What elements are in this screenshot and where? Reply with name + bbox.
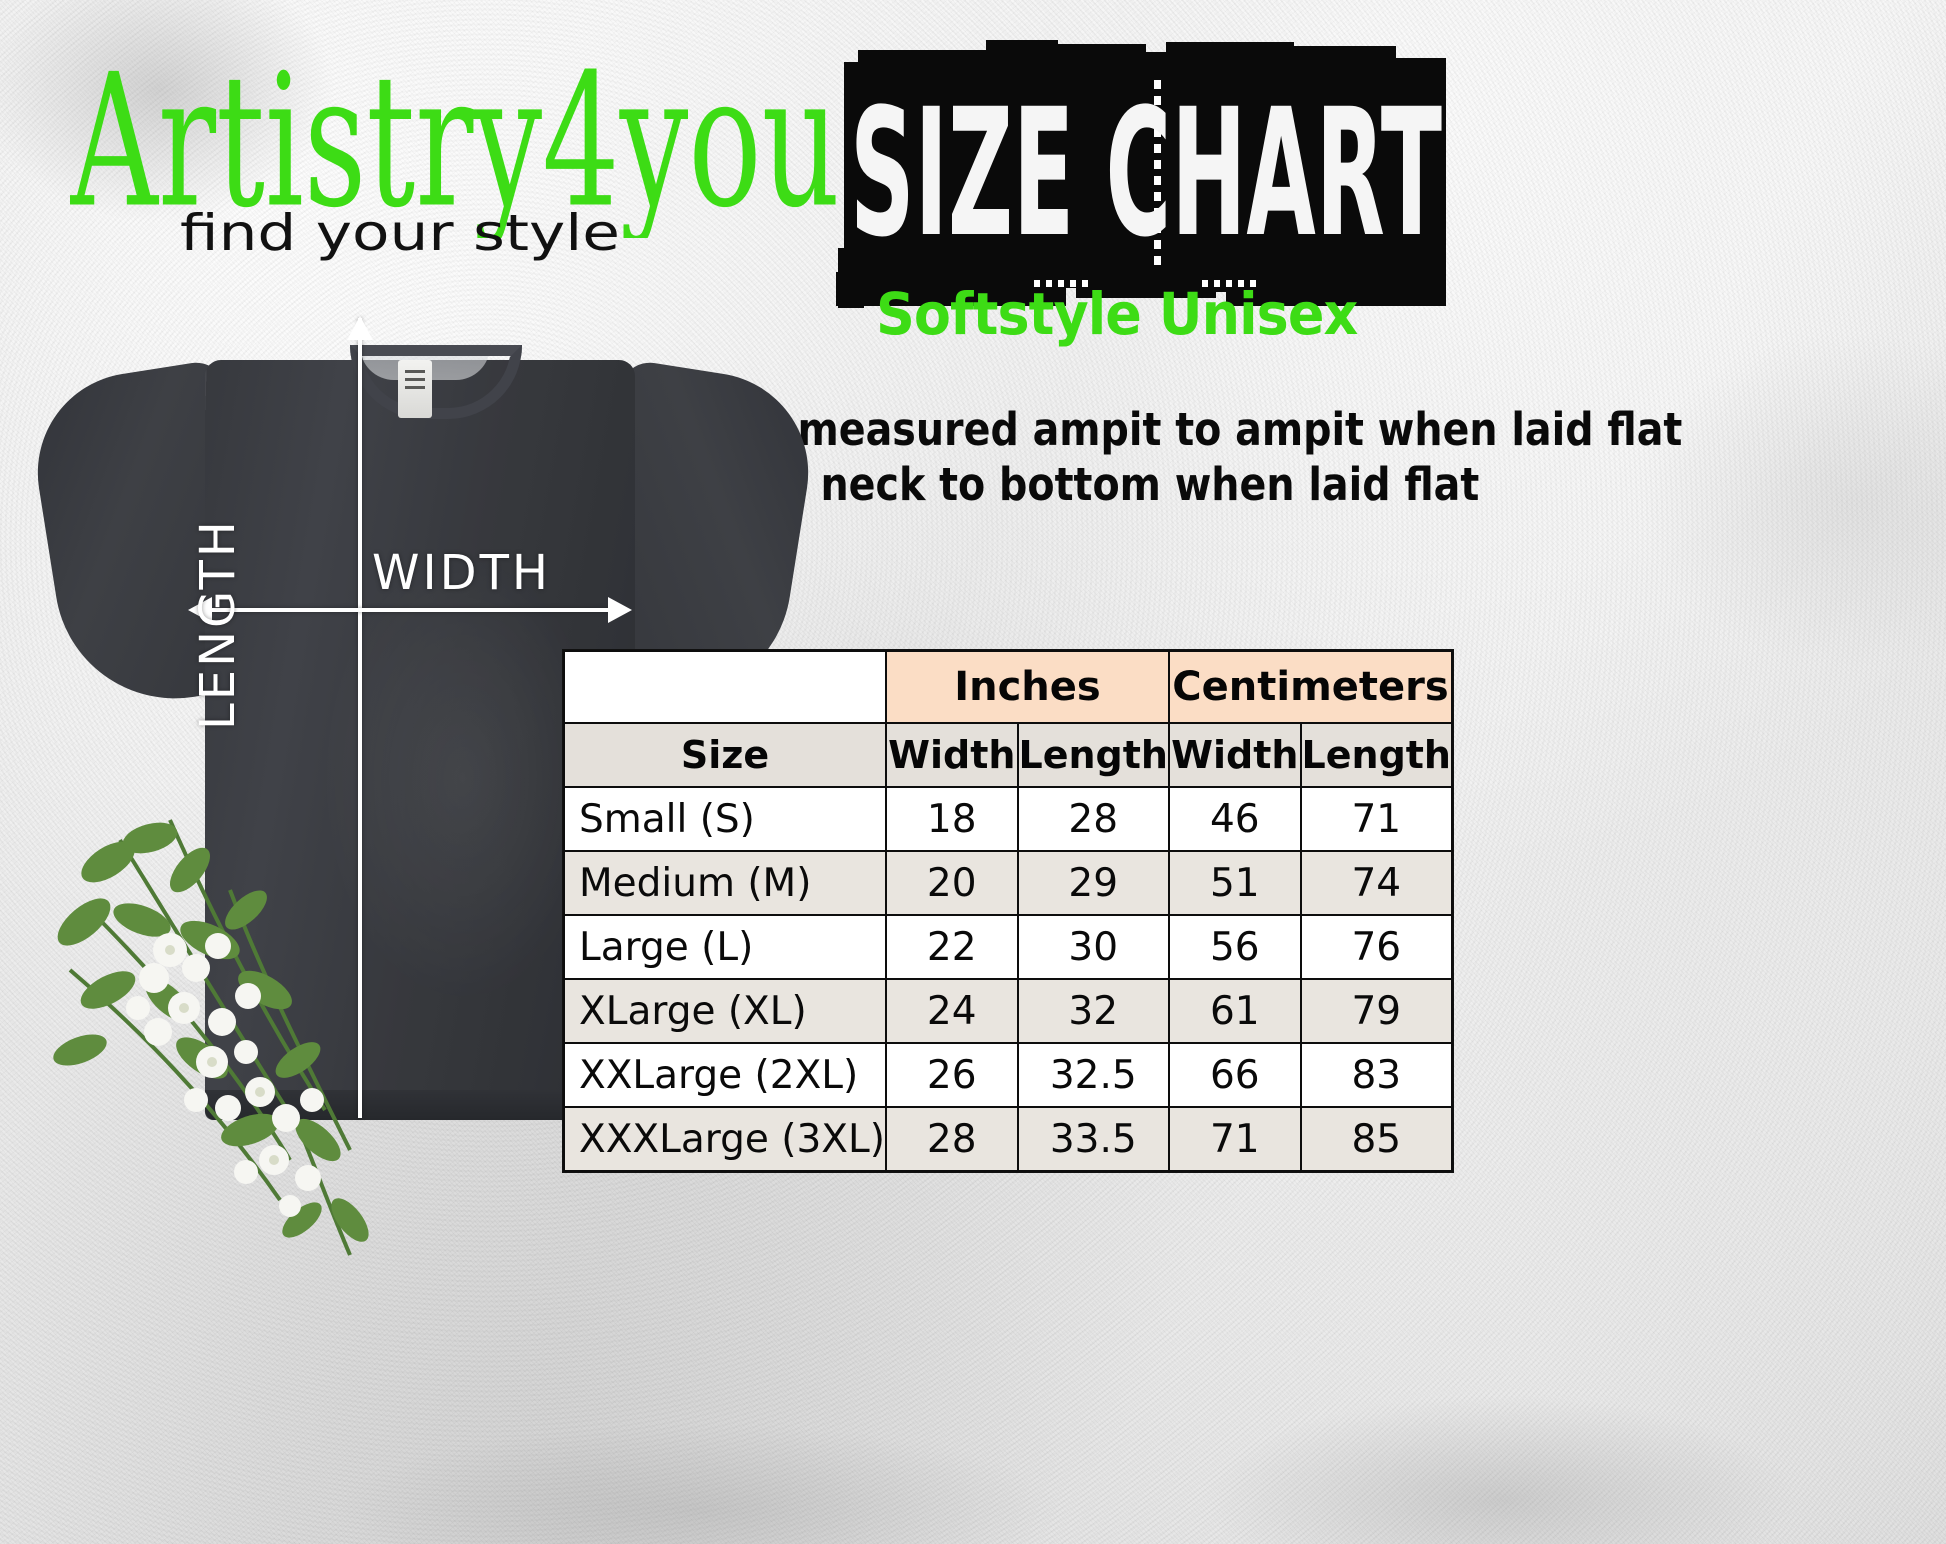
cell-size: Large (L) xyxy=(563,914,887,980)
column-header-row: Size Width Length Width Length xyxy=(563,722,1454,788)
cell-inches-length: 29 xyxy=(1016,850,1170,916)
size-chart-tbody: Small (S) 18 28 46 71 Medium (M) 20 29 5… xyxy=(563,786,1454,1172)
cell-size: XXXLarge (3XL) xyxy=(563,1106,887,1172)
size-chart-title-block: SIZE CHART xyxy=(836,22,1456,312)
table-row: XXLarge (2XL) 26 32.5 66 83 xyxy=(563,1042,1454,1108)
cell-inches-length: 33.5 xyxy=(1016,1106,1170,1172)
width-axis-label: WIDTH xyxy=(372,545,551,601)
cell-cm-length: 79 xyxy=(1299,978,1454,1044)
length-axis-label: LENGTH xyxy=(190,518,246,730)
width-arrow-icon xyxy=(188,597,632,623)
cell-inches-width: 24 xyxy=(884,978,1019,1044)
cell-inches-length: 28 xyxy=(1016,786,1170,852)
flower-bouquet-decoration xyxy=(50,800,490,1270)
instruction-rest-length: is neck to bottom when laid flat xyxy=(755,458,1480,511)
cell-cm-width: 71 xyxy=(1167,1106,1302,1172)
size-chart-table: Inches Centimeters Size Width Length Wid… xyxy=(563,650,1454,1172)
flower-centers xyxy=(165,945,279,1165)
cell-inches-length: 32 xyxy=(1016,978,1170,1044)
cell-cm-width: 61 xyxy=(1167,978,1302,1044)
corner-blank-cell xyxy=(563,650,887,724)
cell-cm-width: 56 xyxy=(1167,914,1302,980)
cell-cm-length: 71 xyxy=(1299,786,1454,852)
cell-cm-width: 66 xyxy=(1167,1042,1302,1108)
brand-logo: Artistry4you xyxy=(70,48,860,238)
unit-group-row: Inches Centimeters xyxy=(563,650,1454,724)
unit-header-inches: Inches xyxy=(884,650,1170,724)
brand-tagline-text: find your style xyxy=(180,204,620,262)
column-header-cm-length: Length xyxy=(1299,722,1454,788)
column-header-inches-length: Length xyxy=(1016,722,1170,788)
instruction-rest-width: is measured ampit to ampit when laid fla… xyxy=(732,403,1683,456)
table-row: Large (L) 22 30 56 76 xyxy=(563,914,1454,980)
cell-cm-length: 76 xyxy=(1299,914,1454,980)
cell-cm-width: 46 xyxy=(1167,786,1302,852)
unit-header-centimeters: Centimeters xyxy=(1167,650,1454,724)
cell-size: Small (S) xyxy=(563,786,887,852)
flower-leaves xyxy=(53,822,369,1242)
cell-size: Medium (M) xyxy=(563,850,887,916)
cell-inches-width: 20 xyxy=(884,850,1019,916)
table-row: XLarge (XL) 24 32 61 79 xyxy=(563,978,1454,1044)
cell-cm-length: 85 xyxy=(1299,1106,1454,1172)
size-chart-thead: Inches Centimeters Size Width Length Wid… xyxy=(563,650,1454,788)
product-subtitle: Softstyle Unisex xyxy=(876,280,1358,348)
cell-inches-width: 26 xyxy=(884,1042,1019,1108)
cell-cm-width: 51 xyxy=(1167,850,1302,916)
cell-inches-width: 22 xyxy=(884,914,1019,980)
size-chart-title-text: SIZE CHART xyxy=(850,71,1442,276)
cell-inches-width: 28 xyxy=(884,1106,1019,1172)
cell-cm-length: 83 xyxy=(1299,1042,1454,1108)
cell-inches-length: 32.5 xyxy=(1016,1042,1170,1108)
brand-tagline: find your style xyxy=(180,198,640,268)
cell-cm-length: 74 xyxy=(1299,850,1454,916)
table-row: Small (S) 18 28 46 71 xyxy=(563,786,1454,852)
table-row: Medium (M) 20 29 51 74 xyxy=(563,850,1454,916)
cell-size: XXLarge (2XL) xyxy=(563,1042,887,1108)
grunge-blocks xyxy=(836,40,1446,308)
flower-blossoms xyxy=(126,933,324,1217)
column-header-inches-width: Width xyxy=(884,722,1019,788)
tshirt-neck-tag xyxy=(398,360,432,418)
table-row: XXXLarge (3XL) 28 33.5 71 85 xyxy=(563,1106,1454,1172)
cell-inches-length: 30 xyxy=(1016,914,1170,980)
brand-logo-text: Artistry4you xyxy=(70,48,840,238)
perforation-dots xyxy=(1034,80,1256,287)
cell-size: XLarge (XL) xyxy=(563,978,887,1044)
column-header-size: Size xyxy=(563,722,887,788)
length-arrow-icon xyxy=(347,316,373,1118)
cell-inches-width: 18 xyxy=(884,786,1019,852)
column-header-cm-width: Width xyxy=(1167,722,1302,788)
